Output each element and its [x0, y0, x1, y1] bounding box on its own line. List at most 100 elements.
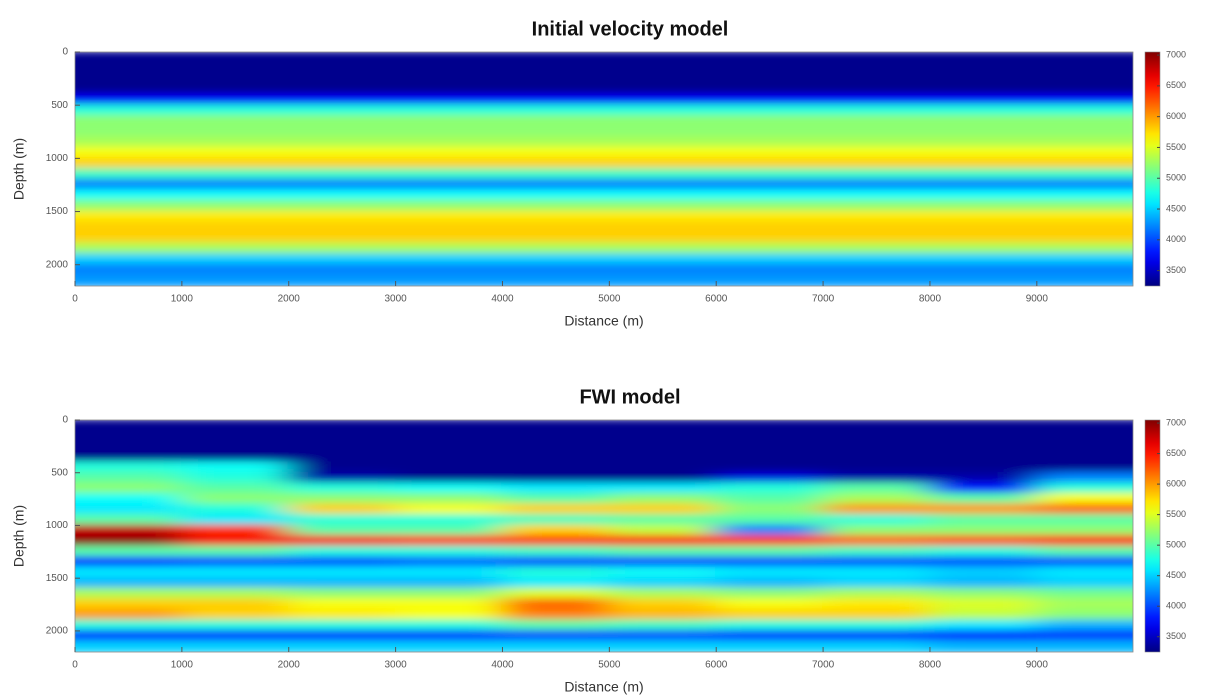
heatmap-cell: [180, 535, 290, 548]
heatmap-cell: [287, 608, 397, 622]
heatmap-cell: [394, 524, 504, 537]
heatmap-cell: [394, 420, 504, 432]
heatmap-cell: [822, 471, 931, 485]
heatmap-band: [75, 253, 1133, 266]
colorbar-tick-label: 5500: [1166, 509, 1186, 519]
heatmap-cell: [928, 566, 1038, 580]
heatmap-cell: [75, 545, 183, 559]
plot-area: [75, 420, 1133, 652]
heatmap-cell: [180, 524, 290, 537]
heatmap-cell: [180, 420, 290, 432]
colorbar-tick-label: 3500: [1166, 631, 1186, 641]
heatmap-cell: [715, 471, 825, 485]
colorbar-tick-label: 4000: [1166, 234, 1186, 244]
y-tick-label: 500: [51, 467, 68, 478]
y-tick-label: 1000: [46, 520, 69, 531]
heatmap-cell: [608, 566, 718, 580]
colorbar-tick-label: 5000: [1166, 540, 1186, 550]
heatmap-cell: [501, 545, 611, 559]
heatmap-cell: [1035, 513, 1133, 527]
heatmap-cell: [1035, 556, 1133, 569]
heatmap-cell: [501, 492, 611, 506]
heatmap-field: [75, 52, 1133, 286]
heatmap-cell: [287, 450, 397, 464]
x-tick-label: 5000: [598, 294, 621, 305]
heatmap-cell: [501, 461, 611, 474]
heatmap-cell: [180, 471, 290, 485]
heatmap-cell: [1035, 619, 1133, 632]
heatmap-cell: [928, 608, 1038, 622]
heatmap-cell: [180, 587, 290, 601]
heatmap-cell: [180, 640, 290, 652]
heatmap-cell: [180, 461, 290, 474]
heatmap-cell: [608, 513, 718, 527]
colorbar-tick-label: 6000: [1166, 111, 1186, 121]
heatmap-cell: [501, 598, 611, 611]
heatmap-cell: [1035, 577, 1133, 590]
heatmap-cell: [394, 577, 504, 590]
colorbar: [1144, 419, 1161, 653]
heatmap-cell: [608, 545, 718, 559]
colorbar-tick-label: 4500: [1166, 203, 1186, 213]
heatmap-cell: [287, 503, 397, 516]
x-tick-label: 4000: [491, 294, 514, 305]
heatmap-cell: [822, 429, 931, 443]
heatmap-cell: [822, 513, 931, 527]
heatmap-cell: [928, 535, 1038, 548]
heatmap-cell: [715, 587, 825, 601]
heatmap-cell: [928, 450, 1038, 464]
heatmap-cell: [715, 450, 825, 464]
heatmap-cell: [180, 440, 290, 453]
colorbar-tick-label: 6500: [1166, 448, 1186, 458]
heatmap-cell: [822, 619, 931, 632]
heatmap-cell: [608, 492, 718, 506]
heatmap-cell: [1035, 640, 1133, 652]
heatmap-cell: [1035, 598, 1133, 611]
heatmap-cell: [715, 545, 825, 559]
heatmap-cell: [75, 566, 183, 580]
heatmap-cell: [287, 482, 397, 495]
heatmap-cell: [715, 440, 825, 453]
heatmap-cell: [608, 535, 718, 548]
x-tick-label: 7000: [812, 660, 835, 671]
heatmap-cell: [394, 535, 504, 548]
heatmap-cell: [180, 429, 290, 443]
heatmap-cell: [928, 513, 1038, 527]
heatmap-cell: [75, 608, 183, 622]
heatmap-cell: [608, 440, 718, 453]
heatmap-cell: [75, 503, 183, 516]
colorbar-tick-label: 7000: [1166, 417, 1186, 427]
heatmap-cell: [501, 482, 611, 495]
heatmap-band: [75, 125, 1133, 139]
heatmap-cell: [287, 598, 397, 611]
chart-title: Initial velocity model: [532, 18, 729, 40]
heatmap-cell: [501, 608, 611, 622]
heatmap-cell: [75, 619, 183, 632]
y-tick-label: 1500: [46, 573, 69, 584]
heatmap-cell: [501, 566, 611, 580]
heatmap-cell: [928, 577, 1038, 590]
heatmap-cell: [287, 420, 397, 432]
heatmap-band: [75, 221, 1133, 234]
x-tick-label: 1000: [171, 660, 194, 671]
heatmap-cell: [501, 524, 611, 537]
heatmap-cell: [287, 556, 397, 569]
heatmap-band: [75, 231, 1133, 245]
heatmap-cell: [287, 566, 397, 580]
heatmap-cell: [715, 608, 825, 622]
colorbar: [1144, 51, 1161, 287]
heatmap-cell: [394, 482, 504, 495]
heatmap-cell: [608, 503, 718, 516]
heatmap-cell: [822, 556, 931, 569]
heatmap-cell: [287, 461, 397, 474]
heatmap-cell: [75, 471, 183, 485]
heatmap-field: [75, 420, 1133, 652]
heatmap-cell: [1035, 482, 1133, 495]
heatmap-cell: [715, 619, 825, 632]
heatmap-band: [75, 242, 1133, 256]
heatmap-cell: [928, 587, 1038, 601]
heatmap-cell: [394, 640, 504, 652]
x-tick-label: 6000: [705, 660, 728, 671]
y-tick-label: 1000: [46, 153, 69, 164]
heatmap-cell: [394, 587, 504, 601]
